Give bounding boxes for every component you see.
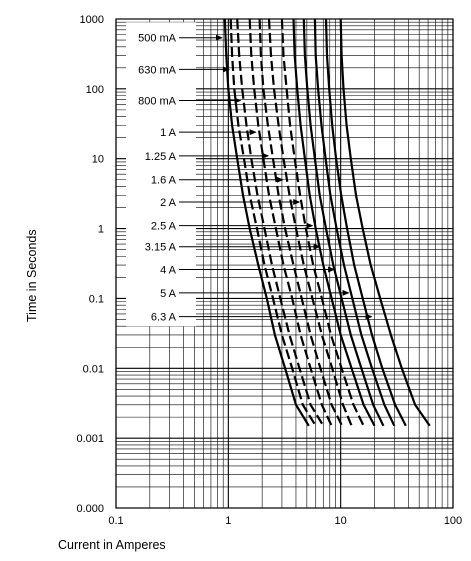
series-label: 1 A bbox=[160, 127, 177, 139]
series-label-layer: 500 mA 630 mA 800 mA 1 A 1.25 A 1.6 A 2 A 2.5 A… bbox=[115, 18, 454, 509]
x-tick-label: 100 bbox=[444, 515, 462, 527]
x-axis-title: Current in Amperes bbox=[58, 538, 166, 552]
series-label: 1.6 A bbox=[151, 175, 177, 187]
y-tick-label: 0.001 bbox=[76, 433, 104, 445]
series-curve bbox=[302, 18, 385, 427]
x-tick-label: 0.1 bbox=[108, 515, 123, 527]
series-curve bbox=[258, 18, 344, 427]
series-curve bbox=[292, 18, 376, 427]
label-band bbox=[126, 22, 196, 327]
y-tick-label: 1 bbox=[98, 224, 104, 236]
series-curve bbox=[248, 18, 333, 427]
series-curve bbox=[339, 18, 431, 427]
series-curve bbox=[280, 18, 365, 427]
series-label: 2 A bbox=[160, 197, 177, 209]
plot-frame bbox=[115, 18, 454, 509]
series-label: 4 A bbox=[160, 264, 177, 276]
series-curve bbox=[324, 18, 407, 427]
y-axis-title: Time in Seconds bbox=[25, 229, 39, 322]
series-curve bbox=[313, 18, 396, 427]
y-tick-label: 0.1 bbox=[89, 293, 104, 305]
series-curve bbox=[267, 18, 353, 427]
series-label: 6.3 A bbox=[151, 312, 177, 324]
series-label: 800 mA bbox=[138, 96, 177, 108]
series-label: 500 mA bbox=[138, 33, 177, 45]
series-label: 2.5 A bbox=[151, 221, 177, 233]
y-tick-label: 10 bbox=[92, 154, 104, 166]
x-tick-label: 1 bbox=[225, 515, 231, 527]
y-tick-label: 1000 bbox=[80, 14, 104, 26]
x-tick-label: 10 bbox=[335, 515, 347, 527]
y-tick-label: 0.01 bbox=[83, 363, 104, 375]
series-label: 5 A bbox=[160, 288, 177, 300]
tick-label-layer: 0.1 1 10 100 1000 100 10 1 0.1 0.01 0.001 0.000 bbox=[76, 14, 462, 527]
series-label: 3.15 A bbox=[145, 242, 177, 254]
series-curve bbox=[236, 18, 325, 427]
y-tick-label: 0.000 bbox=[76, 503, 104, 515]
series-curve bbox=[223, 18, 310, 427]
series-label: 630 mA bbox=[138, 64, 177, 76]
y-tick-label: 100 bbox=[86, 84, 104, 96]
series-label: 1.25 A bbox=[145, 151, 177, 163]
series-layer bbox=[223, 18, 431, 427]
series-curve bbox=[229, 18, 317, 427]
